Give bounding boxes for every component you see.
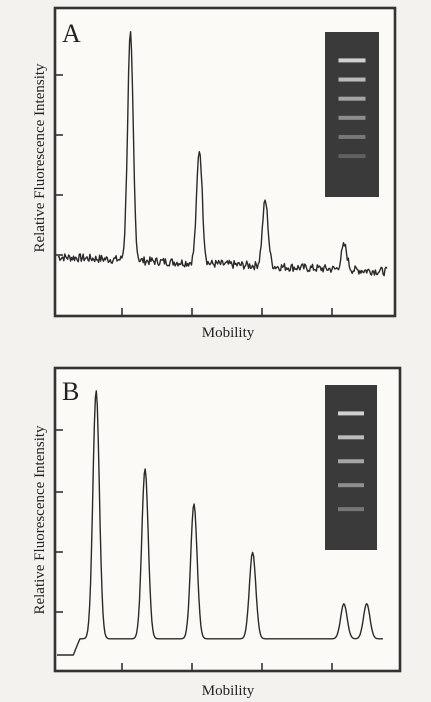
panel-b-gel-band	[338, 483, 364, 488]
panel-a-gel-band	[338, 77, 366, 82]
panel-b-trace	[57, 390, 383, 656]
panel-a-trace	[57, 31, 388, 277]
panel-b-label: B	[62, 377, 79, 406]
panel-a-gel-band	[338, 96, 366, 101]
panel-b-gel-image	[325, 385, 377, 550]
panel-a-gel-band	[338, 58, 366, 63]
panel-a-label: A	[62, 19, 81, 48]
panel-a-gel-image	[325, 32, 379, 197]
panel-a: A Mobility Relative Fluorescence Intensi…	[32, 6, 397, 341]
panel-b-gel-band	[338, 507, 364, 512]
panel-b-gel-background	[325, 385, 377, 550]
panel-b-gel-band	[338, 459, 364, 464]
panel-a-gel-background	[325, 32, 379, 197]
panel-b-gel-band	[338, 411, 364, 416]
panel-b-gel-band	[338, 435, 364, 440]
panel-a-gel-band	[338, 115, 366, 120]
panel-b: B Mobility Relative Fluorescence Intensi…	[32, 366, 402, 699]
panel-a-gel-band	[338, 134, 366, 139]
panel-a-gel-band	[338, 154, 366, 159]
panel-b-y-axis-label: Relative Fluorescence Intensity	[32, 425, 48, 615]
panel-a-y-axis-label: Relative Fluorescence Intensity	[32, 63, 48, 253]
panel-a-ticks	[55, 74, 333, 316]
panel-b-ticks	[55, 429, 333, 671]
panel-a-x-axis-label: Mobility	[202, 325, 255, 341]
panel-b-x-axis-label: Mobility	[202, 683, 255, 699]
